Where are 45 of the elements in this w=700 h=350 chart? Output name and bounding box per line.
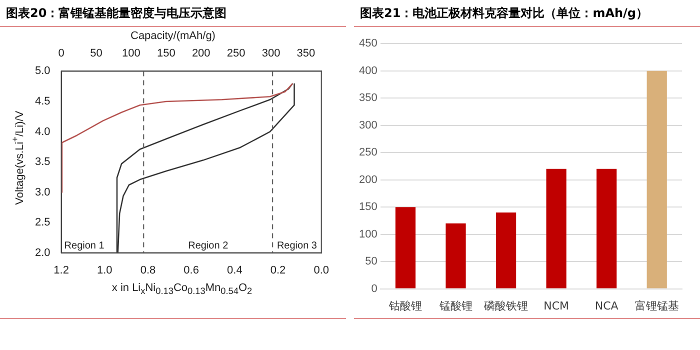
y-tick-label: 2.5 (34, 216, 50, 229)
x2-tick-label: 300 (262, 48, 280, 60)
y-tick-label: 150 (358, 201, 378, 214)
x2-tick-label: 250 (226, 48, 246, 60)
x-tick-label: 富锂锰基 (634, 299, 679, 312)
y-tick-label: 3.0 (34, 186, 50, 198)
y-tick-label: 250 (358, 146, 378, 159)
y-tick-label: 350 (358, 92, 378, 104)
y-tick-label: 100 (358, 228, 378, 240)
annotation: Region 1 (64, 240, 105, 252)
x-tick-label: NCM (544, 299, 570, 312)
x-tick-label: NCA (594, 299, 619, 312)
y-tick-label: 4.0 (34, 126, 50, 138)
y-tick-label: 5.0 (34, 65, 50, 78)
x-tick-label: 锰酸锂 (438, 299, 472, 312)
text: x in Li$_{x}$Ni$_{0.13}$Co$_{0.13}$Mn$_{0.54}$O$_{2}$ (112, 282, 252, 296)
x2-tick-label: 50 (90, 48, 102, 60)
x-tick-label: 0.6 (184, 264, 199, 276)
x-tick-label: 0.4 (227, 264, 242, 276)
y-tick-label: 2.0 (34, 246, 50, 259)
x-tick-label: 0.0 (314, 264, 330, 276)
y-tick-label: 50 (365, 256, 378, 268)
y-tick-label: 0 (371, 282, 378, 295)
x-tick-label: 0.2 (270, 264, 286, 276)
annotation: Region 2 (188, 240, 229, 252)
y-tick-label: 300 (358, 119, 378, 132)
x2-tick-label: 350 (296, 48, 316, 60)
chart-title: 图表20：富锂锰基能量密度与电压示意图 (0, 0, 346, 27)
x2-tick-label: 150 (156, 48, 176, 60)
x2-tick-label: 100 (122, 48, 140, 60)
x2-tick-label: 200 (192, 48, 210, 60)
y-tick-label: 4.5 (34, 96, 50, 108)
x2-axis-title: Capacity/(mAh/g) (130, 30, 216, 42)
y-tick-label: 450 (358, 38, 378, 50)
x-tick-label: 1.2 (54, 264, 69, 276)
x2-tick-label: 0 (58, 48, 64, 60)
x-tick-label: 钴酸锂 (388, 299, 422, 312)
chart-title: 图表21：电池正极材料克容量对比（单位：mAh/g） (354, 0, 700, 27)
y-tick-label: 3.5 (34, 156, 50, 168)
x-tick-label: 1.0 (96, 264, 112, 276)
y-tick-label: 400 (358, 64, 378, 77)
x-tick-label: 0.8 (140, 264, 156, 276)
annotation: Region 3 (276, 240, 318, 252)
y-tick-label: 200 (358, 174, 378, 186)
x-tick-label: 磷酸铁锂 (483, 299, 528, 312)
